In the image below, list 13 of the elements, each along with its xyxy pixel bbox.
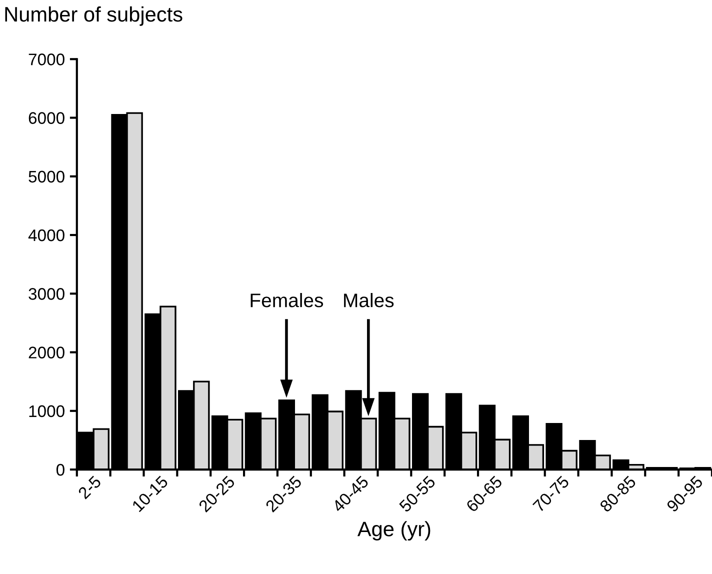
y-tick-label: 3000 (28, 288, 64, 300)
annotation: Females (250, 292, 324, 308)
y-tick-label: 4000 (28, 229, 64, 242)
y-tick-label: 2000 (28, 346, 64, 358)
y-tick-label: 6000 (28, 112, 64, 124)
y-tick-label: 7000 (28, 54, 64, 66)
y-tick-label: 5000 (28, 170, 64, 183)
annotation: Males (344, 292, 394, 308)
x-axis-title: Age (yr) (357, 521, 430, 540)
y-tick-label: 0 (56, 464, 64, 476)
x-tick-label: 2-5 (77, 475, 102, 500)
y-tick-label: 1000 (29, 405, 64, 418)
y-axis-title: Number of subjects (5, 6, 182, 26)
